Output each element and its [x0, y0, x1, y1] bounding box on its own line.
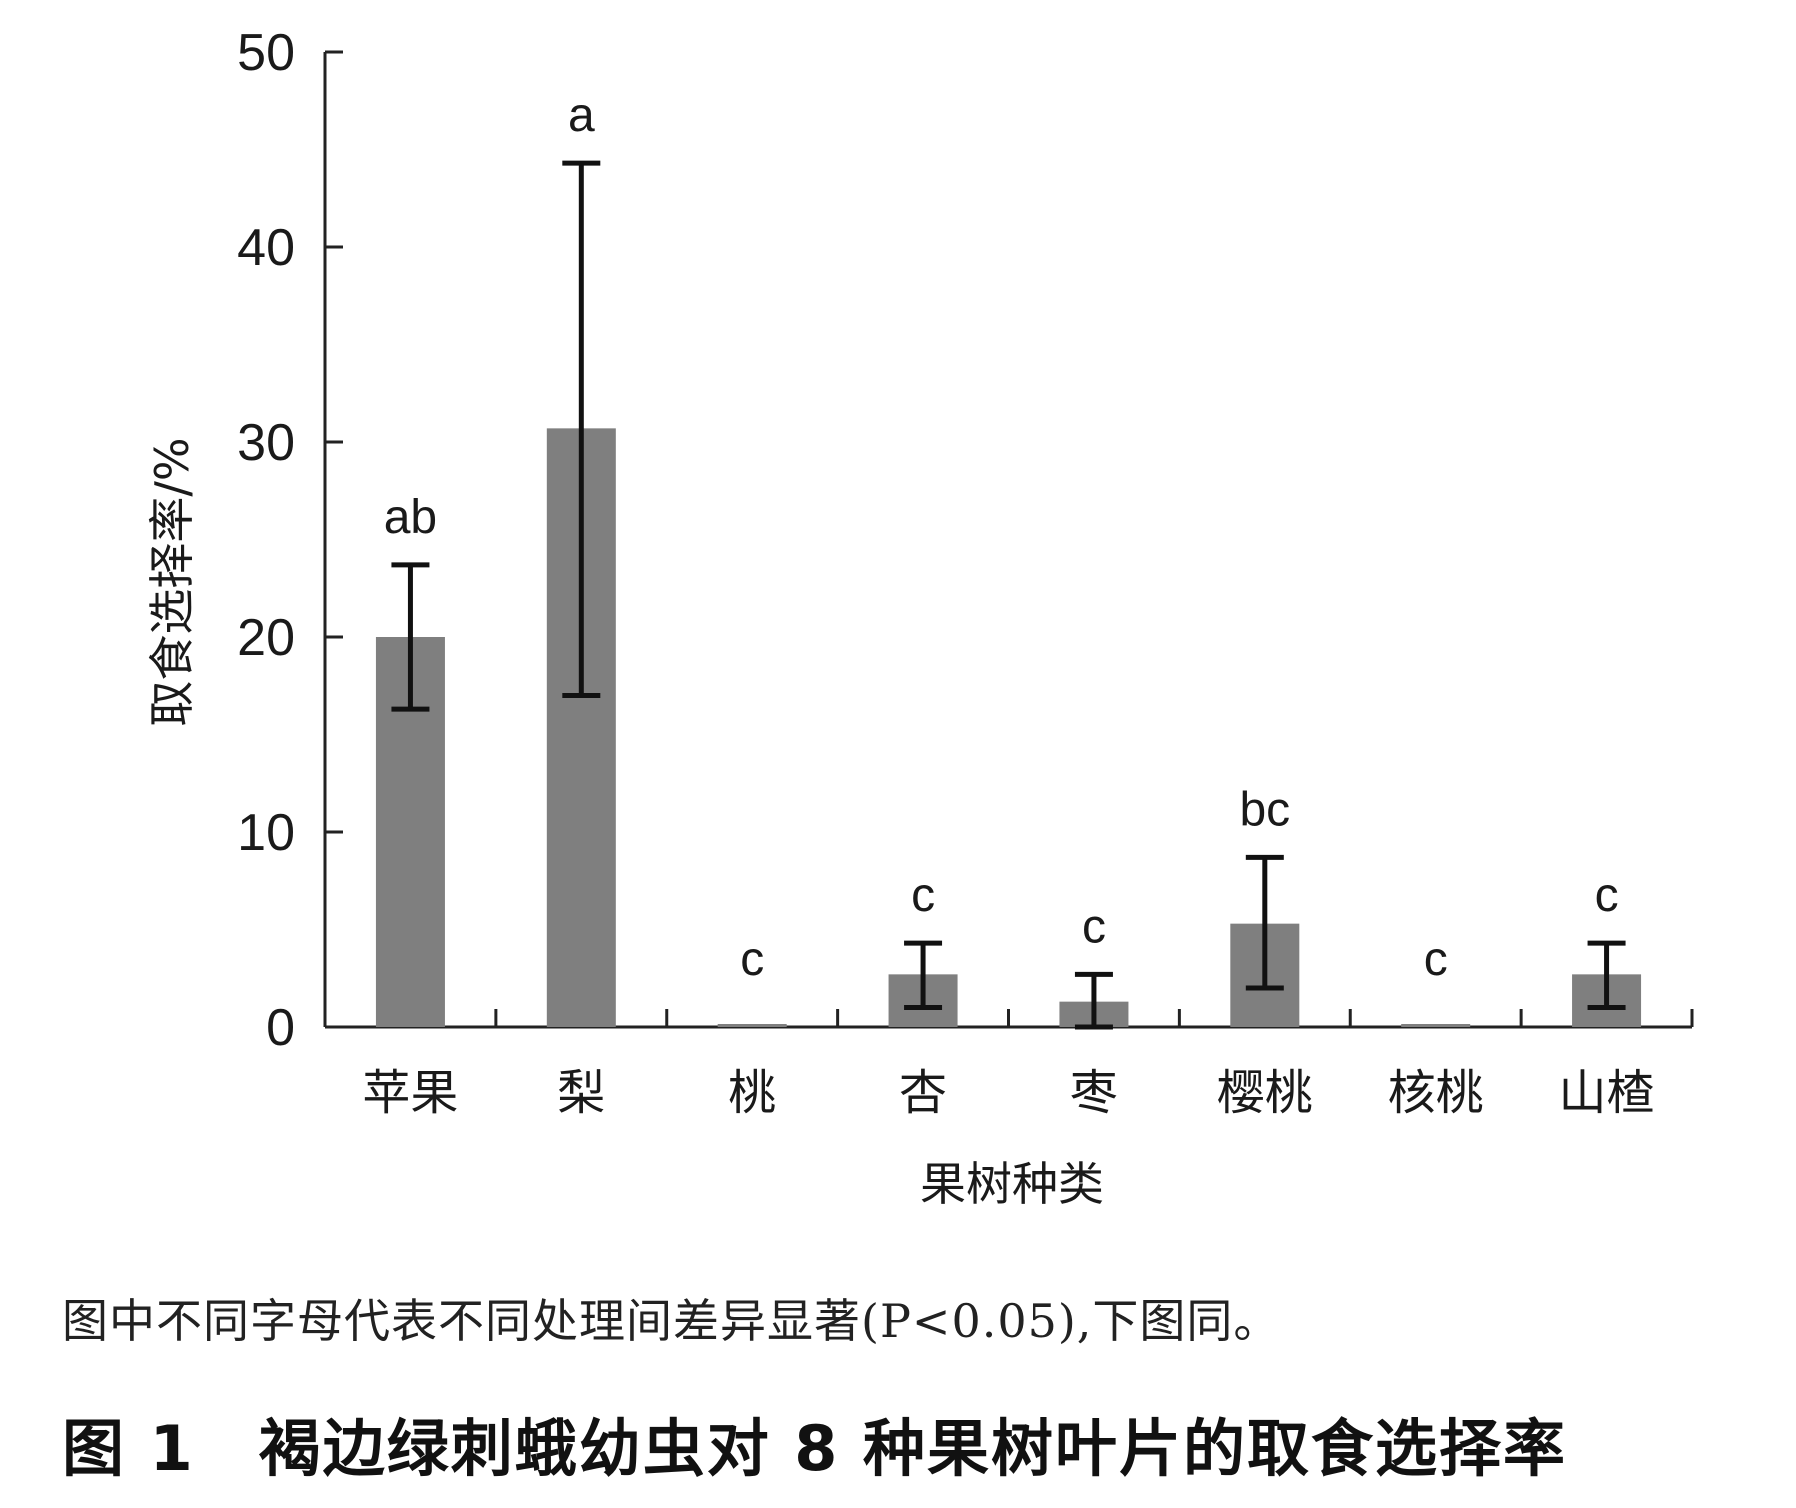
bar-chart: 0 10 20 30 40 50 ab 苹果 a 梨 c 桃 c 杏 c 枣 bc 樱桃 c 核桃 c 山楂 取食选择率…: [145, 24, 1694, 1211]
significance-label: a: [568, 89, 595, 142]
figure-caption: 图 1 褐边绿刺蛾幼虫对 8 种果树叶片的取食选择率: [62, 1412, 1568, 1485]
x-category-label: 核桃: [1388, 1065, 1484, 1121]
significance-label: c: [1595, 869, 1619, 922]
y-tick-label: 10: [237, 804, 295, 862]
y-tick-label: 30: [237, 414, 295, 472]
y-axis-title: 取食选择率/%: [145, 437, 199, 726]
significance-label: c: [740, 933, 764, 986]
significance-label: c: [1082, 900, 1106, 953]
x-axis-title: 果树种类: [920, 1157, 1104, 1211]
significance-label: c: [1424, 933, 1448, 986]
bar: [717, 1024, 787, 1027]
axes: 0 10 20 30 40 50: [237, 24, 1694, 1057]
x-category-label: 桃: [728, 1065, 776, 1121]
y-tick-label: 40: [237, 219, 295, 277]
x-category-label: 杏: [899, 1065, 947, 1121]
significance-label: bc: [1239, 783, 1290, 836]
bars: [375, 428, 1642, 1028]
x-category-label: 樱桃: [1217, 1065, 1313, 1121]
x-category-label: 梨: [557, 1065, 605, 1121]
labels: ab 苹果 a 梨 c 桃 c 杏 c 枣 bc 樱桃 c 核桃 c 山楂: [362, 89, 1654, 1121]
y-tick-label: 0: [266, 999, 295, 1057]
significance-label: c: [911, 869, 935, 922]
bar: [1401, 1024, 1471, 1027]
x-category-label: 山楂: [1559, 1065, 1655, 1121]
significance-label: ab: [384, 491, 437, 544]
y-tick-label: 20: [237, 609, 295, 667]
y-tick-label: 50: [237, 24, 295, 82]
figure-note: 图中不同字母代表不同处理间差异显著(P<0.05),下图同。: [62, 1294, 1281, 1348]
error-bars: [391, 160, 1626, 1030]
x-category-label: 苹果: [362, 1065, 458, 1121]
x-category-label: 枣: [1070, 1065, 1118, 1121]
